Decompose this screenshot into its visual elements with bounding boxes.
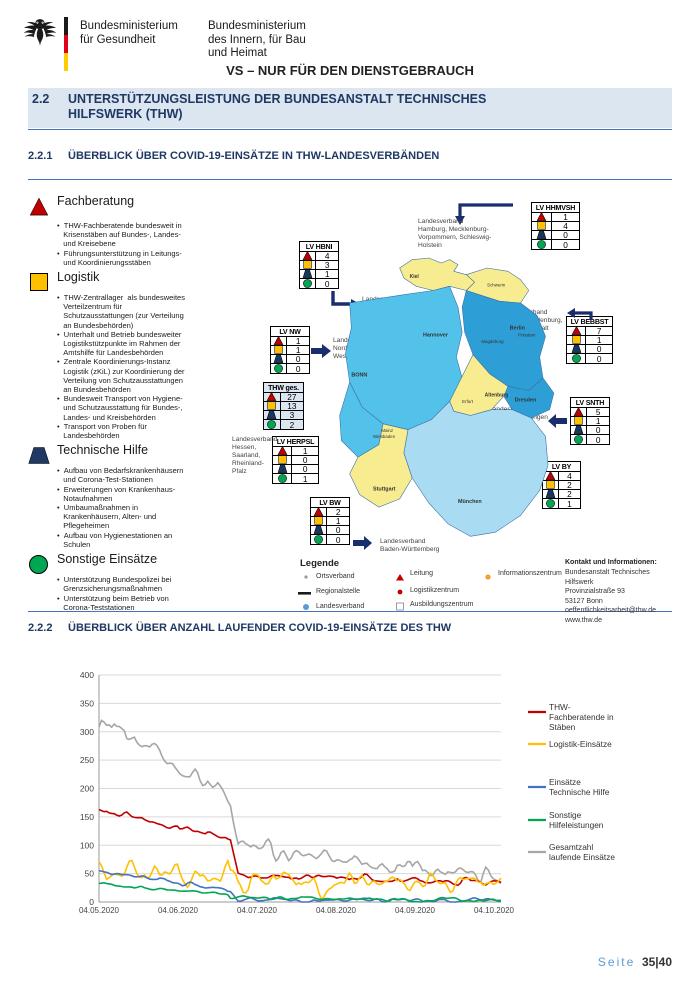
svg-text:Schwerin: Schwerin bbox=[487, 282, 506, 287]
svg-text:Kiel: Kiel bbox=[410, 274, 420, 280]
svg-text:Berlin: Berlin bbox=[510, 326, 525, 332]
svg-text:Mainz: Mainz bbox=[381, 428, 393, 433]
svg-text:Stuttgart: Stuttgart bbox=[373, 487, 396, 493]
svg-text:Erfurt: Erfurt bbox=[462, 399, 474, 404]
svg-text:München: München bbox=[458, 499, 482, 505]
svg-text:Altenburg: Altenburg bbox=[485, 392, 509, 398]
svg-text:Hannover: Hannover bbox=[423, 332, 449, 338]
svg-text:Wiesbaden: Wiesbaden bbox=[373, 434, 396, 439]
svg-text:BONN: BONN bbox=[351, 372, 367, 378]
svg-text:Dresden: Dresden bbox=[515, 397, 537, 403]
svg-text:Magdeburg: Magdeburg bbox=[481, 339, 504, 344]
svg-text:Potsdam: Potsdam bbox=[518, 332, 536, 337]
